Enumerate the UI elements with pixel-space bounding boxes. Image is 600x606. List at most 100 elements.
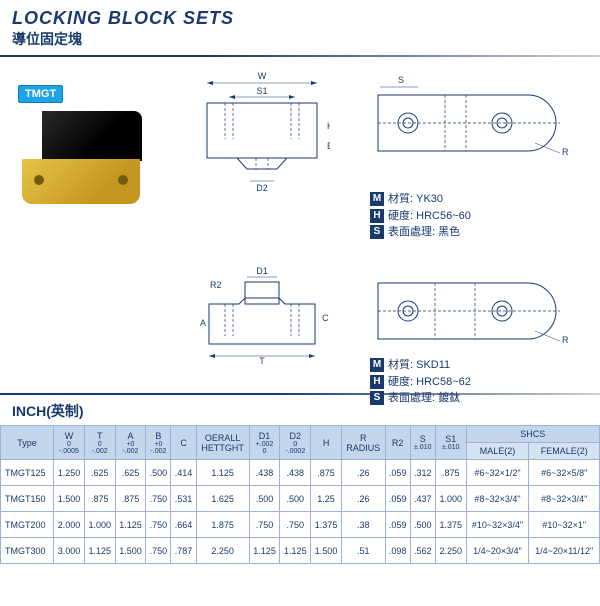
col-header: T0-.002 xyxy=(84,426,115,460)
table-cell: 1.125 xyxy=(280,538,311,564)
table-cell: .500 xyxy=(146,460,171,486)
spec-val: YK30 xyxy=(416,191,443,208)
table-row: TMGT2002.0001.0001.125.750.6641.875.750.… xyxy=(1,512,600,538)
table-cell: .414 xyxy=(171,460,196,486)
spec-val: SKD11 xyxy=(416,357,450,374)
block-bottom-part xyxy=(22,159,140,204)
table-cell: .059 xyxy=(385,512,410,538)
header: LOCKING BLOCK SETS 導位固定塊 xyxy=(0,0,600,53)
table-cell: 1.125 xyxy=(196,460,249,486)
table-cell: .38 xyxy=(341,512,385,538)
spec-val: 黑色 xyxy=(438,224,460,241)
table-cell: 1.500 xyxy=(115,538,146,564)
table-cell: .26 xyxy=(341,460,385,486)
table-cell: .750 xyxy=(146,538,171,564)
table-cell: .750 xyxy=(280,512,311,538)
diagram-area: TMGT W S1 D2 H B S xyxy=(0,61,600,393)
table-cell: .750 xyxy=(249,512,280,538)
table-cell: .664 xyxy=(171,512,196,538)
spec-badge-s: S xyxy=(370,225,384,239)
col-header: S±.010 xyxy=(410,426,435,460)
table-cell: .438 xyxy=(249,460,280,486)
table-cell: 1.000 xyxy=(435,486,466,512)
table-cell: .26 xyxy=(341,486,385,512)
col-header: A+0-.002 xyxy=(115,426,146,460)
table-cell: 1.250 xyxy=(54,460,85,486)
table-cell: .500 xyxy=(249,486,280,512)
table-cell: 2.250 xyxy=(196,538,249,564)
col-header: W0-.0005 xyxy=(54,426,85,460)
table-cell: .312 xyxy=(410,460,435,486)
col-header: RRADIUS xyxy=(341,426,385,460)
dim-label: D1 xyxy=(256,266,268,276)
spec-key: 材質: xyxy=(388,357,413,374)
col-header: OERALLHETTGHT xyxy=(196,426,249,460)
table-cell: .875 xyxy=(435,460,466,486)
table-cell: 1.375 xyxy=(435,512,466,538)
table-head: TypeW0-.0005T0-.002A+0-.002B+0-.002COERA… xyxy=(1,426,600,460)
tech-drawing-plan-top: S R xyxy=(370,73,570,163)
table-cell: 1/4~20×3/4" xyxy=(466,538,529,564)
table-cell: 1.125 xyxy=(84,538,115,564)
table-cell: TMGT150 xyxy=(1,486,54,512)
table-cell: .875 xyxy=(115,486,146,512)
inch-label: INCH(英制) xyxy=(0,395,600,425)
col-header-shcs-sub: FEMALE(2) xyxy=(529,443,600,460)
table-cell: .059 xyxy=(385,486,410,512)
table-cell: .500 xyxy=(410,512,435,538)
table-row: TMGT1501.500.875.875.750.5311.625.500.50… xyxy=(1,486,600,512)
table-row: TMGT3003.0001.1251.500.750.7872.2501.125… xyxy=(1,538,600,564)
spec-badge-s: S xyxy=(370,391,384,405)
product-badge: TMGT xyxy=(18,85,63,103)
dim-label: W xyxy=(258,71,267,81)
col-header: C xyxy=(171,426,196,460)
spec-val: 鍍鈦 xyxy=(438,390,460,407)
table-cell: 1.125 xyxy=(115,512,146,538)
col-header: D20-.0002 xyxy=(280,426,311,460)
table-cell: .562 xyxy=(410,538,435,564)
col-header: S1±.010 xyxy=(435,426,466,460)
divider-top xyxy=(0,55,600,57)
col-header-shcs: SHCS xyxy=(466,426,599,443)
table-cell: .098 xyxy=(385,538,410,564)
dim-label: S xyxy=(398,75,404,85)
table-cell: 1.875 xyxy=(196,512,249,538)
table-cell: .438 xyxy=(280,460,311,486)
spec-key: 硬度: xyxy=(388,374,413,391)
tech-drawing-front-top: W S1 D2 H B xyxy=(195,69,330,197)
spec-badge-m: M xyxy=(370,358,384,372)
dim-label: B xyxy=(327,141,330,151)
col-header: D1+.0020 xyxy=(249,426,280,460)
spec-val: HRC58~62 xyxy=(416,374,471,391)
table-cell: #8~32×3/4" xyxy=(466,486,529,512)
tech-drawing-plan-bottom: R xyxy=(370,261,570,351)
table-cell: 1.500 xyxy=(54,486,85,512)
dim-label: R2 xyxy=(210,280,222,290)
spec-badge-h: H xyxy=(370,209,384,223)
col-header-shcs-sub: MALE(2) xyxy=(466,443,529,460)
col-header: Type xyxy=(1,426,54,460)
table-cell: TMGT200 xyxy=(1,512,54,538)
table-cell: #8~32×3/4" xyxy=(529,486,600,512)
spec-badge-m: M xyxy=(370,192,384,206)
dim-label: D2 xyxy=(256,183,268,193)
table-cell: .059 xyxy=(385,460,410,486)
tech-drawing-front-bottom: D1 R2 A C T xyxy=(195,266,330,371)
dim-label: H xyxy=(327,121,330,131)
col-header: H xyxy=(311,426,342,460)
table-cell: 1.625 xyxy=(196,486,249,512)
col-header: B+0-.002 xyxy=(146,426,171,460)
table-cell: 1.500 xyxy=(311,538,342,564)
table-cell: .500 xyxy=(280,486,311,512)
table-cell: .437 xyxy=(410,486,435,512)
dim-label: R xyxy=(562,335,569,345)
dim-label: S1 xyxy=(256,86,267,96)
dim-label: A xyxy=(200,318,206,328)
dim-label: T xyxy=(259,356,265,366)
spec-val: HRC56~60 xyxy=(416,208,471,225)
spec-key: 硬度: xyxy=(388,208,413,225)
title-english: LOCKING BLOCK SETS xyxy=(12,8,588,29)
table-cell: #10~32×1" xyxy=(529,512,600,538)
table-cell: .625 xyxy=(84,460,115,486)
table-cell: #6~32×1/2" xyxy=(466,460,529,486)
